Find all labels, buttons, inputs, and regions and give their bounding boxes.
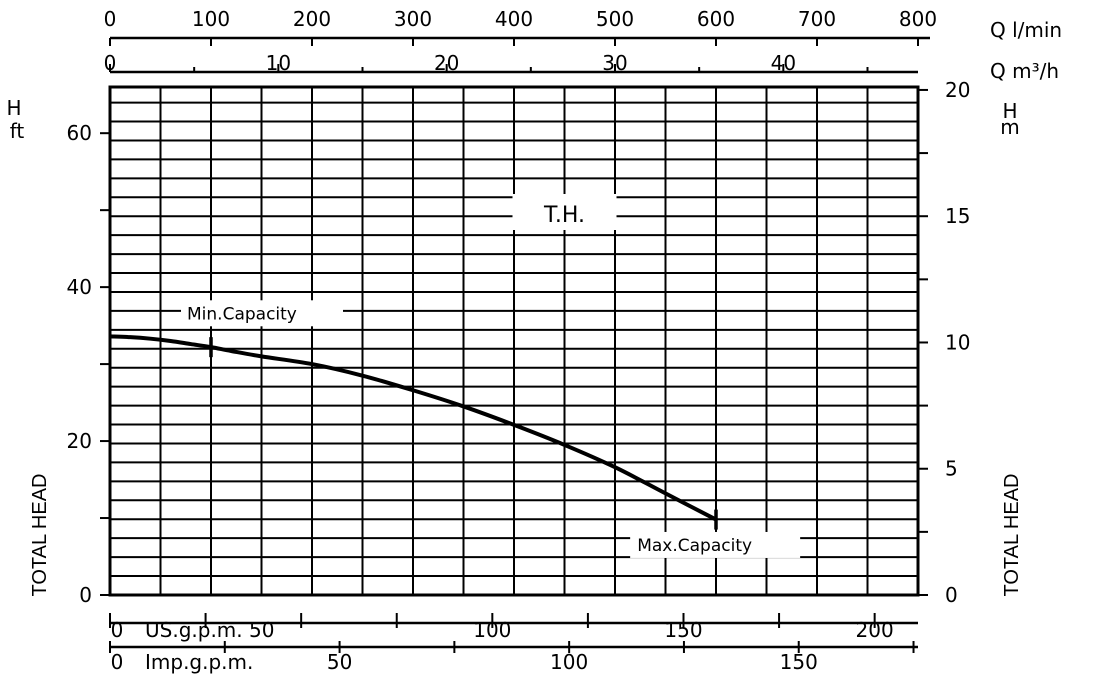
top-lpm-tick-label: 700 xyxy=(798,7,836,31)
right-m-tick-label: 5 xyxy=(945,457,958,481)
right-m-tick-label: 10 xyxy=(945,330,970,354)
bottom-imp-tick-label: 50 xyxy=(327,650,352,674)
right-m-tick-label: 20 xyxy=(945,78,970,102)
bottom-us-tick-label: 150 xyxy=(664,618,702,642)
annotations: T.H. Min.Capacity Max.Capacity xyxy=(181,194,800,558)
bottom-us-tick-label: 200 xyxy=(856,618,894,642)
min-capacity-label: Min.Capacity xyxy=(187,304,297,324)
top-m3h-tick-label: 10 xyxy=(266,51,291,75)
top-m3h-tick-label: 40 xyxy=(771,51,796,75)
bottom-imp-tick-label: 0 xyxy=(111,650,124,674)
bottom-imp-unit-label: Imp.g.p.m. xyxy=(145,650,253,674)
left-ft-tick-label: 20 xyxy=(67,429,92,453)
top-lpm-tick-label: 100 xyxy=(192,7,230,31)
bottom-us-tick-label: 0 xyxy=(111,618,124,642)
left-unit-h: H xyxy=(6,96,21,120)
bottom-us-tick-label: 100 xyxy=(473,618,511,642)
curve-label-th: T.H. xyxy=(543,203,585,228)
top-lpm-tick-label: 800 xyxy=(899,7,937,31)
max-capacity-label: Max.Capacity xyxy=(637,536,752,556)
top-lpm-tick-label: 400 xyxy=(495,7,533,31)
left-ft-tick-label: 0 xyxy=(79,583,92,607)
top-m3h-unit: Q m³/h xyxy=(990,59,1059,83)
right-unit-m: m xyxy=(1000,115,1019,139)
right-m-tick-label: 0 xyxy=(945,583,958,607)
bottom-us-unit-label: US.g.p.m. 50 xyxy=(145,618,274,642)
top-m3h-tick-label: 20 xyxy=(434,51,459,75)
bottom-imp-tick-label: 100 xyxy=(550,650,588,674)
left-side-label: TOTAL HEAD xyxy=(29,474,51,597)
right-side-label: TOTAL HEAD xyxy=(1001,474,1023,597)
left-ft-tick-label: 40 xyxy=(67,275,92,299)
left-ft-tick-label: 60 xyxy=(67,121,92,145)
top-lpm-tick-label: 600 xyxy=(697,7,735,31)
top-m3h-tick-label: 30 xyxy=(602,51,627,75)
grid xyxy=(110,87,918,595)
bottom-imp-tick-label: 150 xyxy=(780,650,818,674)
top-lpm-tick-label: 500 xyxy=(596,7,634,31)
top-lpm-unit: Q l/min xyxy=(990,18,1062,42)
top-lpm-tick-label: 0 xyxy=(104,7,117,31)
top-lpm-tick-label: 200 xyxy=(293,7,331,31)
left-unit-ft: ft xyxy=(10,119,25,143)
right-m-tick-label: 15 xyxy=(945,204,970,228)
top-lpm-tick-label: 300 xyxy=(394,7,432,31)
top-m3h-tick-label: 0 xyxy=(104,51,117,75)
